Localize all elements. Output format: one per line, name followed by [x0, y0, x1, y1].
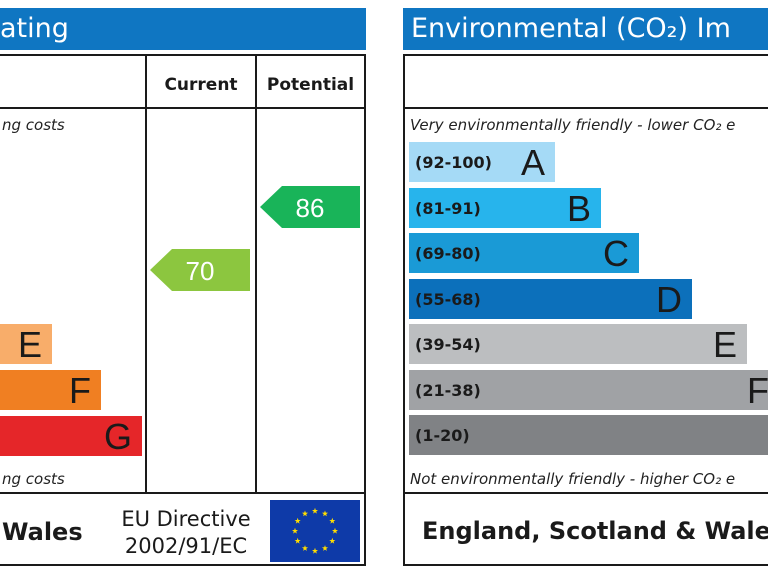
- eu-star-icon: [321, 510, 329, 517]
- potential-column-divider: [255, 56, 257, 494]
- environmental-title: Environmental (CO₂) Im: [411, 13, 731, 44]
- environmental-panel: Very environmentally friendly - lower CO…: [403, 54, 768, 566]
- env-band-letter: C: [603, 233, 629, 274]
- eu-star-icon: [311, 507, 319, 514]
- footer-divider: [0, 492, 364, 494]
- energy-band-f: F: [0, 370, 101, 411]
- energy-footer-country: Wales: [2, 518, 83, 546]
- energy-rating-title-bar: ating: [0, 8, 366, 50]
- env-footer-divider: [405, 492, 768, 494]
- eu-directive-line2: 2002/91/EC: [124, 534, 248, 558]
- env-band-letter: A: [520, 142, 545, 183]
- env-band-g: (1-20): [409, 415, 768, 455]
- current-column-header: Current: [164, 75, 238, 95]
- eu-star-icon: [329, 517, 336, 524]
- current-column-divider: [145, 56, 147, 494]
- eu-star-icon: [329, 537, 336, 544]
- environmental-title-bar: Environmental (CO₂) Im: [403, 8, 768, 50]
- env-band-letter: F: [747, 369, 768, 411]
- energy-band-e: E: [0, 324, 52, 365]
- env-band-range: (21-38): [415, 380, 481, 400]
- energy-band-g: G: [0, 416, 142, 457]
- env-band-letter: E: [712, 324, 737, 365]
- env-note-top: Very environmentally friendly - lower CO…: [410, 116, 736, 134]
- current-rating-arrow: 70: [150, 249, 250, 291]
- env-band-letter: B: [566, 187, 591, 229]
- potential-rating-value: 86: [295, 193, 325, 223]
- energy-band-letter: E: [17, 324, 42, 365]
- eu-flag-stars: [291, 507, 339, 554]
- potential-rating-arrow: 86: [260, 186, 360, 228]
- energy-rating-title: ating: [0, 13, 69, 44]
- energy-note-top: ng costs: [2, 116, 65, 134]
- eu-star-icon: [321, 545, 329, 551]
- env-band-e: (39-54) E: [409, 324, 747, 365]
- env-footer-country: England, Scotland & Wales: [422, 517, 768, 545]
- env-band-range: (55-68): [415, 289, 481, 309]
- eu-star-icon: [301, 545, 309, 551]
- env-header-divider: [405, 107, 768, 109]
- eu-directive-line1: EU Directive: [121, 507, 251, 531]
- energy-band-letter: G: [103, 416, 132, 457]
- eu-star-icon: [331, 527, 339, 534]
- eu-directive: EU Directive 2002/91/EC: [108, 506, 264, 560]
- eu-flag-icon: [270, 500, 360, 562]
- env-band-f: (21-38) F: [409, 369, 768, 411]
- eu-star-icon: [291, 527, 299, 534]
- potential-column-header: Potential: [266, 75, 355, 95]
- env-band-a: (92-100) A: [409, 142, 555, 183]
- header-divider: [0, 107, 364, 109]
- env-band-range: (39-54): [415, 335, 481, 354]
- energy-note-bottom: ng costs: [2, 470, 65, 488]
- env-band-range: (81-91): [415, 198, 481, 218]
- env-band-b: (81-91) B: [409, 187, 601, 229]
- env-band-d: (55-68) D: [409, 278, 692, 320]
- env-band-range: (1-20): [415, 426, 470, 445]
- env-note-bottom: Not environmentally friendly - higher CO…: [410, 470, 736, 488]
- env-band-letter: D: [656, 278, 682, 320]
- eu-star-icon: [294, 517, 301, 524]
- energy-rating-panel: Current Potential ng costs E F G 70 86 n…: [0, 54, 366, 566]
- env-band-range: (92-100): [415, 153, 492, 172]
- eu-star-icon: [311, 547, 319, 554]
- env-band-c: (69-80) C: [409, 233, 639, 274]
- eu-star-icon: [301, 510, 309, 517]
- eu-star-icon: [294, 537, 301, 544]
- energy-band-letter: F: [69, 370, 91, 411]
- current-rating-value: 70: [185, 256, 215, 286]
- env-band-range: (69-80): [415, 244, 481, 263]
